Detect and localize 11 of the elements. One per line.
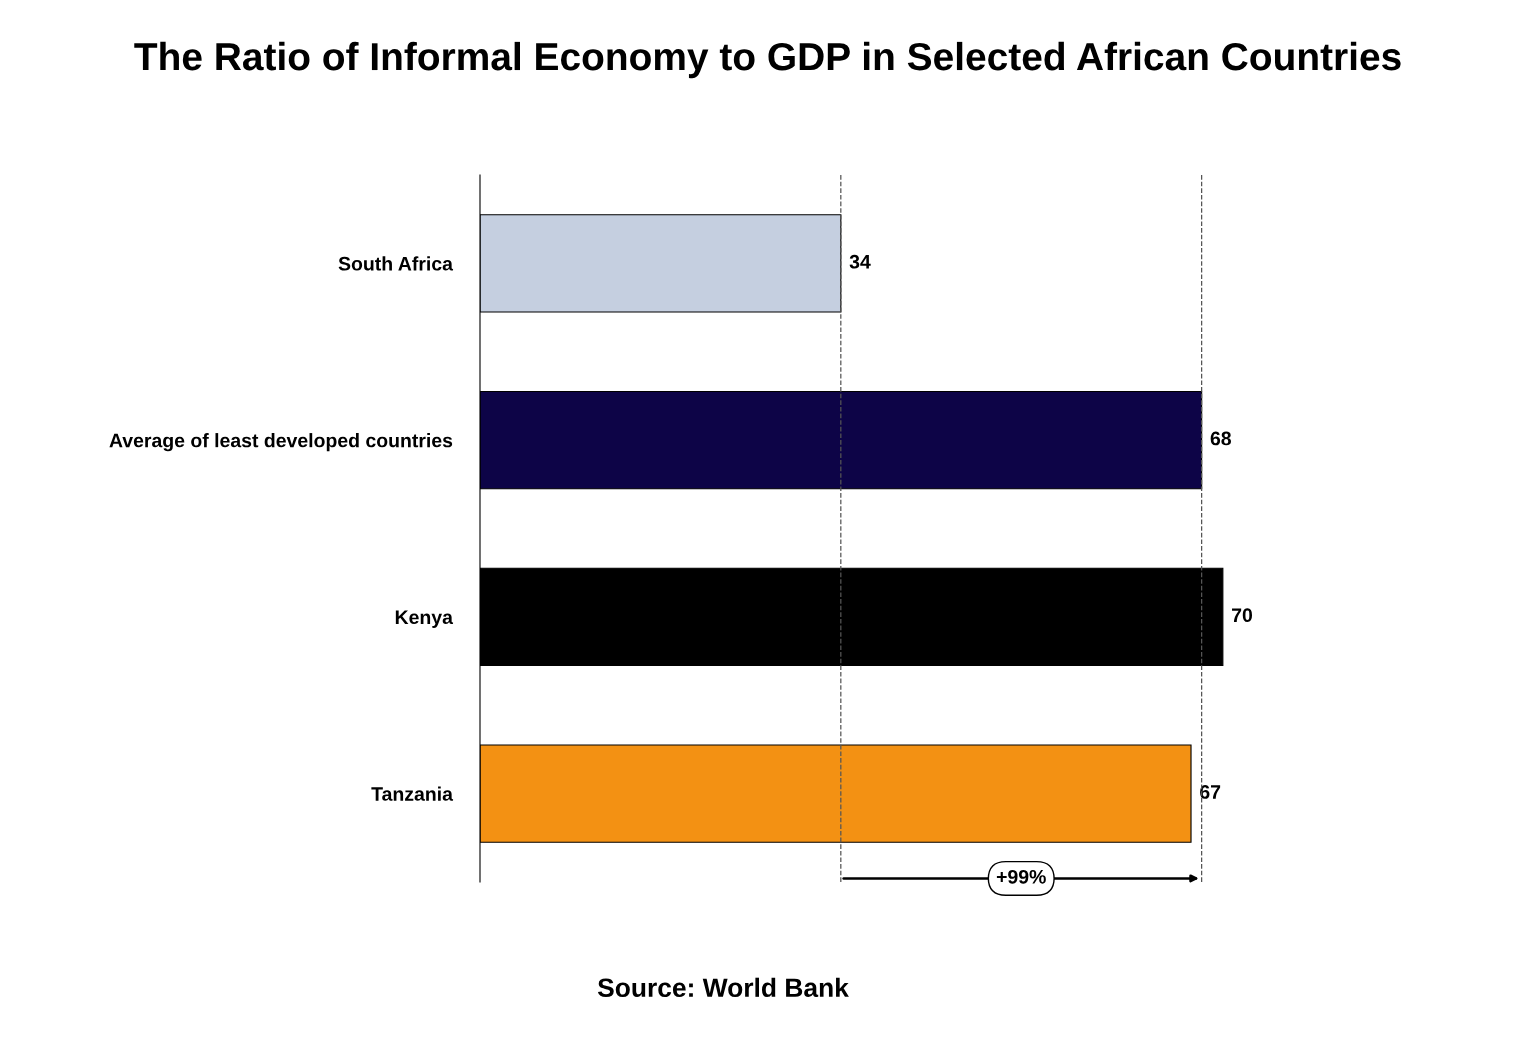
source-note: Source: World Bank xyxy=(597,977,849,998)
y-tick-label: Kenya xyxy=(395,610,454,628)
annotation: +99% xyxy=(996,869,1046,884)
y-tick-label: South Africa xyxy=(338,256,454,271)
y-tick-label: Average of least developed countries xyxy=(109,433,453,452)
data-label: 68 xyxy=(1210,431,1231,446)
chart-title: The Ratio of Informal Economy to GDP in Selected African Countries xyxy=(134,41,1401,79)
data-label: 67 xyxy=(1200,785,1221,799)
y-tick-label: Tanzania xyxy=(371,786,454,801)
data-label: 34 xyxy=(849,254,871,269)
data-label: 70 xyxy=(1232,608,1253,623)
